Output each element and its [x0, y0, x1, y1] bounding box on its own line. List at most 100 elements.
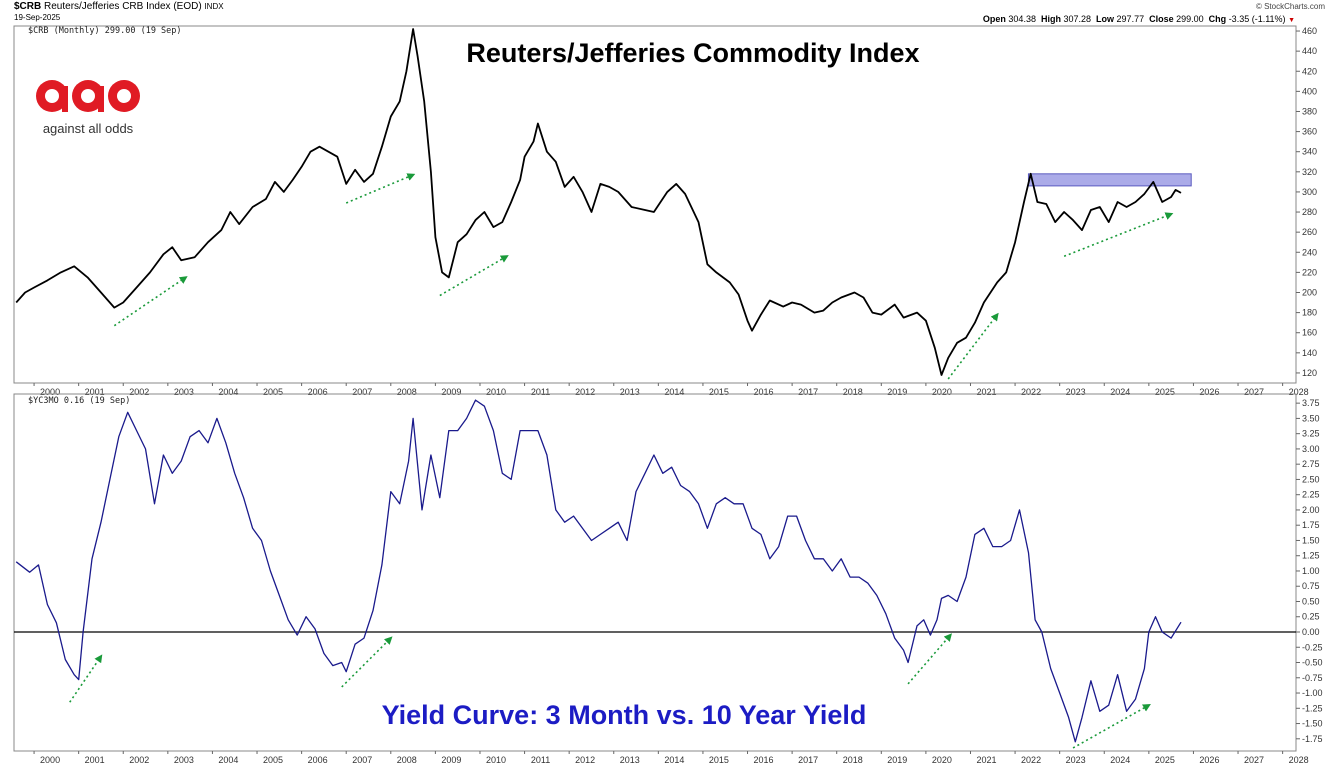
crb-trend-arrow [1063, 212, 1174, 258]
aao-logo: against all odds [36, 80, 140, 136]
crb-x-tick-label: 2020 [932, 387, 952, 397]
source-credit: © StockCharts.com [1255, 2, 1325, 11]
crb-x-tick-label: 2009 [441, 387, 461, 397]
crb-x-tick-label: 2008 [397, 387, 417, 397]
crb-y-tick-label: 180 [1302, 308, 1317, 318]
yc-x-tick-label: 2004 [218, 755, 238, 765]
crb-y-tick-label: 360 [1302, 127, 1317, 137]
yc-plot-frame [13, 393, 1297, 752]
crb-x-tick-label: 2022 [1021, 387, 1041, 397]
crb-y-tick-label: 260 [1302, 227, 1317, 237]
yc-x-tick-label: 2006 [308, 755, 328, 765]
logo-mark [36, 80, 140, 112]
chg-value: -3.35 (-1.11%) [1228, 14, 1286, 24]
crb-x-tick-label: 2001 [85, 387, 105, 397]
crb-x-tick-label: 2005 [263, 387, 283, 397]
crb-x-tick-label: 2027 [1244, 387, 1264, 397]
crb-x-tick-label: 2002 [129, 387, 149, 397]
crb-chart-title: Reuters/Jefferies Commodity Index [466, 38, 919, 68]
yc-x-tick-label: 2015 [709, 755, 729, 765]
crb-x-tick-label: 2007 [352, 387, 372, 397]
yc-y-tick-label: 1.75 [1302, 520, 1320, 530]
crb-y-tick-label: 240 [1302, 247, 1317, 257]
open-value: 304.38 [1008, 14, 1036, 24]
crb-y-tick-label: 400 [1302, 86, 1317, 96]
crb-x-tick-label: 2019 [887, 387, 907, 397]
chg-label: Chg [1208, 14, 1227, 24]
crb-x-tick-label: 2006 [308, 387, 328, 397]
yc-y-tick-label: 0.00 [1302, 627, 1320, 637]
yc-x-tick-label: 2002 [129, 755, 149, 765]
crb-x-tick-label: 2014 [664, 387, 684, 397]
crb-y-tick-label: 220 [1302, 267, 1317, 277]
yc-y-tick-label: 2.75 [1302, 459, 1320, 469]
yc-x-tick-label: 2013 [620, 755, 640, 765]
crb-x-tick-label: 2017 [798, 387, 818, 397]
yc-y-tick-label: 2.00 [1302, 505, 1320, 515]
crb-x-tick-label: 2018 [843, 387, 863, 397]
yc-x-tick-label: 2005 [263, 755, 283, 765]
yc-x-tick-label: 2000 [40, 755, 60, 765]
crb-y-tick-label: 200 [1302, 287, 1317, 297]
yc-y-tick-label: 1.00 [1302, 566, 1320, 576]
yc-y-tick-label: 0.25 [1302, 612, 1320, 622]
yc-x-tick-label: 2020 [932, 755, 952, 765]
yc-y-tick-label: 1.50 [1302, 535, 1320, 545]
yc-x-tick-label: 2009 [441, 755, 461, 765]
yc-x-tick-label: 2003 [174, 755, 194, 765]
yc-y-tick-label: 3.25 [1302, 429, 1320, 439]
low-value: 297.77 [1116, 14, 1145, 24]
yc-trend-arrow [907, 633, 952, 685]
yc-y-tick-label: -1.00 [1302, 688, 1323, 698]
crb-series-line [15, 28, 1182, 376]
crb-x-tick-label: 2000 [40, 387, 60, 397]
crb-trend-arrow [345, 173, 416, 204]
crb-x-tick-label: 2015 [709, 387, 729, 397]
crb-x-tick-label: 2026 [1199, 387, 1219, 397]
yield-curve-legend: $YC3MO 0.16 (19 Sep) [28, 396, 130, 406]
yc-x-tick-label: 2024 [1110, 755, 1130, 765]
yc-x-tick-label: 2022 [1021, 755, 1041, 765]
crb-y-tick-label: 280 [1302, 207, 1317, 217]
yc-x-tick-label: 2012 [575, 755, 595, 765]
yc-x-tick-label: 2021 [976, 755, 996, 765]
high-label: High [1040, 14, 1061, 24]
close-value: 299.00 [1176, 14, 1204, 24]
low-label: Low [1096, 14, 1115, 24]
yc-x-tick-label: 2014 [664, 755, 684, 765]
yc-x-tick-label: 2018 [843, 755, 863, 765]
logo-tagline: against all odds [43, 121, 134, 136]
close-label: Close [1149, 14, 1174, 24]
crb-y-tick-label: 300 [1302, 187, 1317, 197]
yc-y-tick-label: -0.50 [1302, 658, 1323, 668]
yc-x-tick-label: 2011 [531, 755, 550, 765]
header-symbol: $CRB [14, 1, 42, 12]
crb-trend-arrow [947, 312, 999, 380]
yc-x-tick-label: 2019 [887, 755, 907, 765]
yc-y-tick-label: 2.50 [1302, 474, 1320, 484]
header-date: 19-Sep-2025 [14, 13, 61, 22]
yc-x-tick-label: 2017 [798, 755, 818, 765]
yc-x-tick-label: 2023 [1066, 755, 1086, 765]
yc-trend-arrow [341, 636, 393, 688]
yield-curve-title: Yield Curve: 3 Month vs. 10 Year Yield [382, 700, 867, 730]
yc-y-tick-label: 1.25 [1302, 551, 1320, 561]
yield-curve-panel: 2000 2001 2002 2003 2004 2005 2006 2007 2008 2009… [13, 393, 1323, 765]
crb-x-tick-label: 2024 [1110, 387, 1130, 397]
crb-y-tick-label: 340 [1302, 147, 1317, 157]
yc-y-tick-label: 3.50 [1302, 413, 1320, 423]
crb-y-tick-label: 140 [1302, 348, 1317, 358]
crb-x-tick-label: 2021 [976, 387, 996, 397]
crb-trend-arrow [113, 276, 188, 327]
crb-x-tick-label: 2004 [218, 387, 238, 397]
yc-y-tick-label: 0.50 [1302, 596, 1320, 606]
crb-panel: 2000 2001 2002 2003 2004 2005 2006 2007 2008 2009… [13, 25, 1317, 397]
yc-x-tick-label: 2026 [1199, 755, 1219, 765]
yc-y-tick-label: -0.25 [1302, 642, 1323, 652]
yc-x-tick-label: 2025 [1155, 755, 1175, 765]
yc-x-tick-label: 2001 [85, 755, 105, 765]
crb-x-tick-label: 2016 [754, 387, 774, 397]
ohlc-line: Open 304.38 High 307.28 Low 297.77 Close… [983, 14, 1295, 24]
header-exchange: INDX [204, 2, 224, 11]
